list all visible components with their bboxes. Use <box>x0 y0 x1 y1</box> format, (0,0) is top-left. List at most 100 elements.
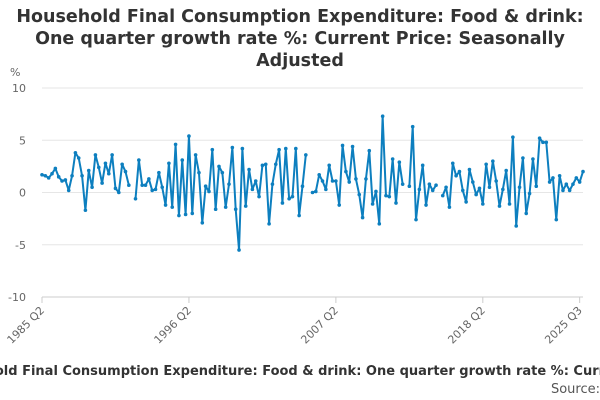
data-point[interactable] <box>243 204 248 208</box>
data-point[interactable] <box>103 161 108 166</box>
data-point[interactable] <box>300 184 305 189</box>
data-point[interactable] <box>344 169 348 174</box>
data-point[interactable] <box>400 182 405 186</box>
data-point[interactable] <box>407 184 412 189</box>
data-point[interactable] <box>110 153 114 157</box>
data-point[interactable] <box>557 173 562 178</box>
data-point[interactable] <box>481 202 485 206</box>
data-point[interactable] <box>440 193 445 198</box>
data-point[interactable] <box>474 192 478 197</box>
data-point[interactable] <box>217 164 221 169</box>
data-point[interactable] <box>454 173 458 178</box>
data-point[interactable] <box>56 175 61 179</box>
data-point[interactable] <box>534 184 539 189</box>
data-point[interactable] <box>60 179 64 183</box>
data-point[interactable] <box>93 153 98 157</box>
data-point[interactable] <box>477 186 482 191</box>
data-point[interactable] <box>517 185 522 190</box>
data-point[interactable] <box>170 205 175 209</box>
data-point[interactable] <box>143 183 148 187</box>
data-point[interactable] <box>360 215 365 220</box>
data-point[interactable] <box>137 158 141 162</box>
data-point[interactable] <box>374 189 378 194</box>
data-point[interactable] <box>73 150 78 155</box>
data-point[interactable] <box>50 171 54 176</box>
data-point[interactable] <box>227 182 231 186</box>
data-point[interactable] <box>314 189 318 194</box>
data-point[interactable] <box>90 185 94 190</box>
data-point[interactable] <box>577 180 582 184</box>
data-point[interactable] <box>467 167 472 172</box>
data-point[interactable] <box>193 153 198 157</box>
data-point[interactable] <box>197 170 201 175</box>
data-point[interactable] <box>133 196 138 201</box>
data-point[interactable] <box>424 203 428 207</box>
data-point[interactable] <box>434 183 438 187</box>
data-point[interactable] <box>527 191 532 196</box>
data-point[interactable] <box>497 204 502 208</box>
data-point[interactable] <box>394 201 398 205</box>
data-point[interactable] <box>53 166 58 171</box>
data-point[interactable] <box>571 182 575 186</box>
data-point[interactable] <box>491 159 495 163</box>
data-point[interactable] <box>210 147 215 152</box>
data-point[interactable] <box>147 177 151 181</box>
data-point[interactable] <box>263 162 268 167</box>
data-point[interactable] <box>66 188 71 193</box>
data-point[interactable] <box>247 167 251 172</box>
data-point[interactable] <box>257 194 261 199</box>
data-point[interactable] <box>320 179 325 183</box>
data-point[interactable] <box>70 173 74 178</box>
data-point[interactable] <box>207 189 211 194</box>
data-point[interactable] <box>450 161 455 166</box>
data-point[interactable] <box>96 165 101 170</box>
data-point[interactable] <box>334 179 338 183</box>
data-point[interactable] <box>377 222 382 226</box>
data-point[interactable] <box>40 172 44 177</box>
data-point[interactable] <box>280 201 285 205</box>
data-point[interactable] <box>150 188 154 193</box>
data-point[interactable] <box>487 185 492 190</box>
data-point[interactable] <box>511 135 515 139</box>
data-point[interactable] <box>444 185 448 190</box>
data-point[interactable] <box>260 163 265 168</box>
data-point[interactable] <box>464 200 468 204</box>
data-point[interactable] <box>397 160 402 164</box>
data-point[interactable] <box>457 169 462 174</box>
data-point[interactable] <box>233 207 238 212</box>
data-point[interactable] <box>163 203 168 207</box>
data-point[interactable] <box>287 196 291 201</box>
data-point[interactable] <box>471 180 475 184</box>
data-point[interactable] <box>267 222 271 226</box>
data-point[interactable] <box>364 177 368 181</box>
data-point[interactable] <box>340 143 345 148</box>
data-point[interactable] <box>113 186 118 191</box>
data-point[interactable] <box>220 170 225 175</box>
data-point[interactable] <box>354 177 358 181</box>
data-point[interactable] <box>427 182 432 186</box>
data-point[interactable] <box>200 221 205 225</box>
data-point[interactable] <box>521 156 525 160</box>
data-point[interactable] <box>310 190 315 195</box>
data-point[interactable] <box>270 182 275 186</box>
data-point[interactable] <box>507 202 512 206</box>
data-point[interactable] <box>253 179 258 183</box>
data-point[interactable] <box>297 213 301 218</box>
data-point[interactable] <box>574 176 579 180</box>
data-point[interactable] <box>43 173 48 178</box>
data-point[interactable] <box>117 190 121 195</box>
data-point[interactable] <box>414 217 418 222</box>
data-point[interactable] <box>384 193 388 198</box>
data-point[interactable] <box>420 163 425 168</box>
data-point[interactable] <box>410 124 415 129</box>
data-point[interactable] <box>531 157 535 161</box>
data-point[interactable] <box>367 148 372 153</box>
data-point[interactable] <box>223 205 228 209</box>
data-point[interactable] <box>86 168 91 173</box>
data-point[interactable] <box>324 187 328 192</box>
data-point[interactable] <box>294 146 298 151</box>
data-point[interactable] <box>350 144 355 149</box>
data-point[interactable] <box>317 172 321 177</box>
data-point[interactable] <box>120 162 124 167</box>
data-point[interactable] <box>330 179 335 183</box>
